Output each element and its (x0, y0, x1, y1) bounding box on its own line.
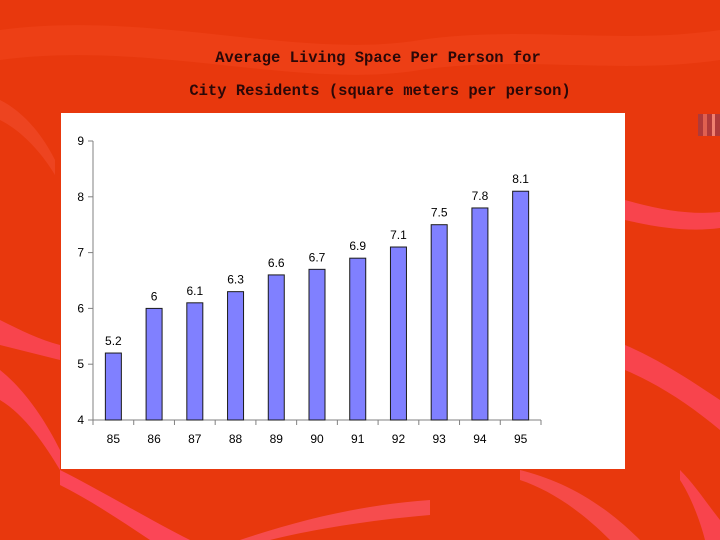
bar-87 (186, 302, 204, 421)
x-tick-label: 95 (514, 432, 528, 446)
data-label: 6 (151, 289, 158, 303)
bar-94 (471, 207, 489, 421)
data-label: 7.1 (390, 228, 407, 242)
y-tick-label: 7 (77, 246, 84, 260)
bar-chart: 4567895.2856866.1876.3886.6896.7906.9917… (77, 134, 542, 446)
data-label: 6.9 (349, 239, 366, 253)
y-tick-label: 5 (77, 357, 84, 371)
bar-95 (512, 190, 530, 421)
x-tick-label: 89 (270, 432, 284, 446)
bar-85 (104, 352, 122, 421)
chart-panel: 4 5 6 7 8 9 5.2 85 6 86 6.1 87 6.3 88 6.6 89 6.7 90 6.9 91 7… (61, 113, 625, 469)
bar-90 (308, 268, 326, 421)
bar-88 (227, 291, 245, 421)
slide-title-line-1: Average Living Space Per Person for (215, 49, 541, 67)
slide-title-line-2: City Residents (square meters per person… (189, 82, 571, 100)
bar-86 (145, 307, 163, 421)
y-tick-label: 8 (77, 190, 84, 204)
data-label: 5.2 (105, 334, 122, 348)
x-tick-label: 91 (351, 432, 365, 446)
x-tick-label: 90 (310, 432, 324, 446)
y-tick-label: 9 (77, 134, 84, 148)
x-tick-label: 92 (392, 432, 406, 446)
x-tick-label: 94 (473, 432, 487, 446)
data-label: 7.8 (472, 189, 489, 203)
x-tick-label: 88 (229, 432, 243, 446)
data-label: 6.1 (186, 284, 203, 298)
bar-93 (430, 224, 448, 421)
x-tick-label: 93 (433, 432, 447, 446)
data-label: 6.3 (227, 273, 244, 287)
bar-89 (267, 274, 285, 421)
data-label: 7.5 (431, 206, 448, 220)
x-tick-label: 86 (147, 432, 161, 446)
data-label: 8.1 (512, 172, 529, 186)
bar-91 (349, 257, 367, 421)
x-tick-label: 87 (188, 432, 202, 446)
x-tick-label: 85 (107, 432, 121, 446)
data-label: 6.7 (309, 250, 326, 264)
data-label: 6.6 (268, 256, 285, 270)
y-tick-label: 4 (77, 413, 84, 427)
y-tick-label: 6 (77, 301, 84, 315)
bar-92 (389, 246, 407, 421)
